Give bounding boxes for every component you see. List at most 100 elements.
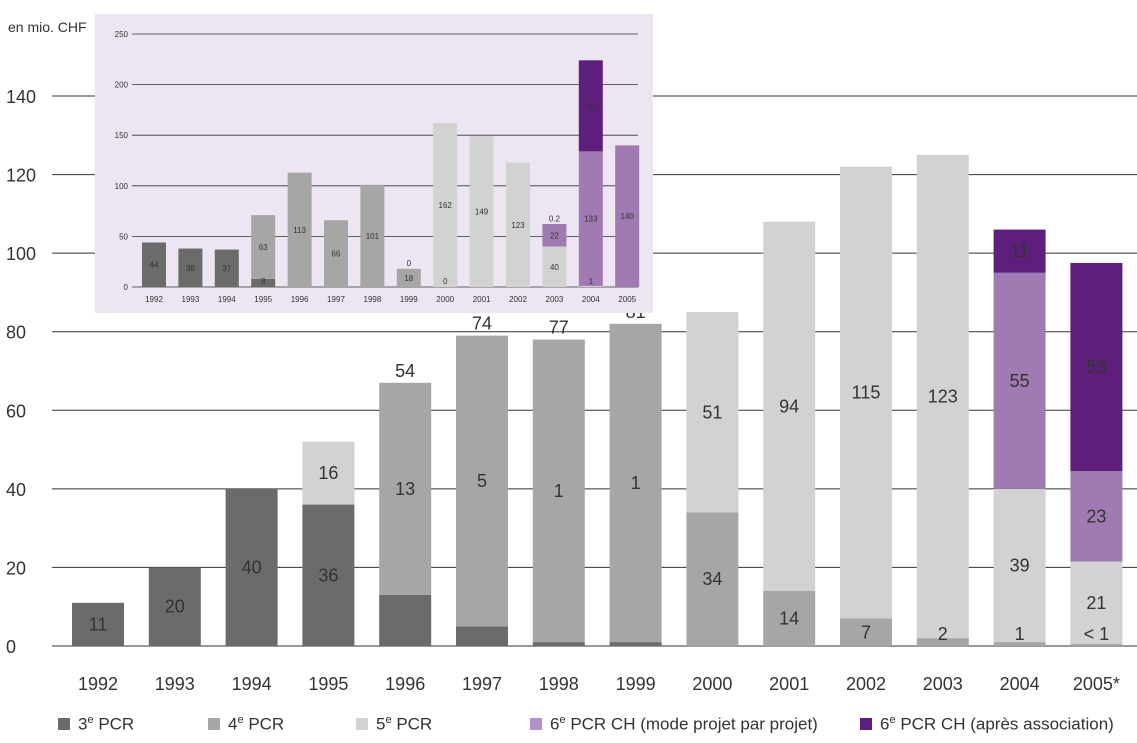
legend-label: 4e PCR xyxy=(228,714,285,734)
inset-bar-segment xyxy=(578,151,603,286)
inset-bar-segment xyxy=(142,242,166,287)
main-x-tick-label: 1999 xyxy=(616,674,656,694)
inset-y-tick-label: 150 xyxy=(115,131,129,140)
main-x-tick-label: 1997 xyxy=(462,674,502,694)
main-bar-segment xyxy=(72,602,124,646)
main-bar-segment xyxy=(302,441,355,505)
legend-item: 4e PCR xyxy=(208,714,284,735)
inset-bar-segment xyxy=(615,145,640,287)
inset-bar-segment xyxy=(324,220,348,287)
legend-label: 5e PCR xyxy=(376,714,433,734)
main-x-tick-label: 1993 xyxy=(155,674,195,694)
main-data-label: 11 xyxy=(1010,241,1029,261)
inset-x-tick-label: 2002 xyxy=(509,295,527,304)
main-x-tick-label: 1996 xyxy=(385,674,425,694)
main-data-label: 74 xyxy=(472,314,492,334)
inset-bar-segment xyxy=(396,268,421,287)
legend-item: 6e PCR CH (après association) xyxy=(860,714,1114,735)
inset-x-tick-label: 2003 xyxy=(546,295,564,304)
inset-bar-segment xyxy=(578,285,603,287)
main-data-label: 1 xyxy=(1015,624,1025,644)
inset-data-label: 0 xyxy=(407,259,412,268)
main-x-tick-label: 1994 xyxy=(232,674,272,694)
main-data-label: 13 xyxy=(395,479,415,499)
main-x-tick-label: 2000 xyxy=(692,674,732,694)
inset-bar-segment xyxy=(542,224,567,247)
inset-data-label: 113 xyxy=(293,226,306,235)
main-y-tick-label: 0 xyxy=(6,637,16,657)
main-data-label: 94 xyxy=(779,396,799,416)
main-x-tick-label: 2001 xyxy=(769,674,809,694)
inset-data-label: 162 xyxy=(439,201,453,210)
inset-data-label: 40 xyxy=(550,263,559,272)
legend-swatch xyxy=(530,718,542,731)
inset-data-label: 44 xyxy=(150,261,159,270)
main-bars xyxy=(72,154,1123,646)
legend-swatch xyxy=(58,718,70,731)
inset-bars xyxy=(142,60,640,287)
main-data-label: 55 xyxy=(1010,371,1030,391)
main-x-axis: 1992 1993 1994 1995 1996 1997 1998 1999 2000 2001… xyxy=(78,674,1120,694)
main-y-tick-label: 80 xyxy=(6,323,26,343)
inset-bar-segment xyxy=(178,248,203,287)
main-bar-segment xyxy=(840,618,892,646)
inset-bar-segment xyxy=(251,278,276,287)
main-bar-segment xyxy=(148,567,201,646)
main-data-label: 40 xyxy=(242,557,262,577)
inset-data-label: 37 xyxy=(222,264,231,273)
inset-data-label: 140 xyxy=(621,212,635,221)
inset-data-label: 123 xyxy=(511,221,525,230)
legend-swatch xyxy=(208,718,220,731)
main-bar-segment xyxy=(993,229,1046,273)
main-bar-segment xyxy=(532,642,585,646)
main-bar-segment xyxy=(1070,262,1123,472)
main-y-tick-label: 140 xyxy=(6,87,36,107)
main-data-label: 2 xyxy=(938,624,948,644)
inset-data-label: 66 xyxy=(332,250,341,259)
main-data-label: 14 xyxy=(779,609,799,629)
inset-data-label: 90 xyxy=(586,102,595,111)
legend-swatch xyxy=(860,718,872,731)
inset-data-label: 149 xyxy=(475,208,489,217)
main-data-label: 77 xyxy=(549,318,569,338)
inset-y-tick-label: 200 xyxy=(115,81,129,90)
main-bar-segment xyxy=(686,312,739,513)
inset-x-tick-label: 1997 xyxy=(327,295,345,304)
main-bar-segment xyxy=(763,591,816,646)
inset-x-axis: 1992 1993 1994 1995 1996 1997 1998 1999 2000 2001… xyxy=(145,295,637,304)
inset-y-tick-label: 100 xyxy=(115,182,129,191)
inset-data-label: 22 xyxy=(550,231,559,240)
legend-item: 6e PCR CH (mode projet par projet) xyxy=(530,714,818,735)
inset-data-labels: 44 38 37 8 63 113 66 101 18 0 0 162 149 123 40 22 0.2 1 13… xyxy=(150,102,635,286)
main-data-label: 21 xyxy=(1086,593,1106,613)
main-data-label: 54 xyxy=(395,361,415,381)
inset-x-tick-label: 1995 xyxy=(254,295,272,304)
main-bar-segment xyxy=(609,642,662,646)
inset-bar-segment xyxy=(578,60,603,152)
main-bar-segment xyxy=(532,339,585,643)
main-x-tick-label: 1998 xyxy=(539,674,579,694)
inset-x-tick-label: 2004 xyxy=(582,295,600,304)
inset-x-tick-label: 1993 xyxy=(182,295,200,304)
main-bar-segment xyxy=(456,335,508,627)
inset-data-label: 1 xyxy=(589,277,594,286)
main-bar-segment xyxy=(993,272,1046,489)
inset-x-tick-label: 1998 xyxy=(364,295,382,304)
inset-y-tick-label: 50 xyxy=(119,232,128,241)
main-bar-segment xyxy=(916,154,969,639)
main-data-label: 36 xyxy=(318,565,338,585)
inset-data-label: 133 xyxy=(584,215,598,224)
inset-data-label: 8 xyxy=(261,277,266,286)
main-x-tick-label: 1992 xyxy=(78,674,118,694)
inset-x-tick-label: 1999 xyxy=(400,295,418,304)
main-x-tick-label: 2004 xyxy=(1000,674,1040,694)
main-bar-segment xyxy=(609,323,662,643)
main-data-label: 16 xyxy=(318,463,338,483)
main-data-label: 1 xyxy=(631,473,641,493)
inset-bar-segment xyxy=(542,246,567,287)
main-bar-segment xyxy=(840,166,892,619)
legend-item: 5e PCR xyxy=(356,714,432,735)
main-y-tick-label: 100 xyxy=(6,244,36,264)
main-y-tick-label: 60 xyxy=(6,401,26,421)
main-y-tick-label: 40 xyxy=(6,480,26,500)
